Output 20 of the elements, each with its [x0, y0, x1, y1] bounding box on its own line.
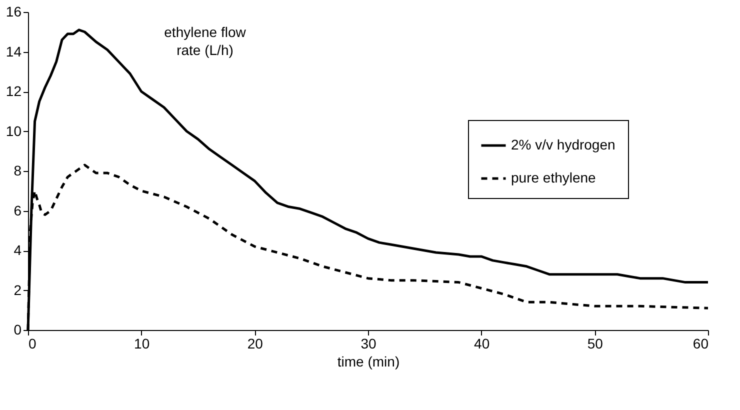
y-tick-label: 10	[6, 122, 22, 139]
y-tick-label: 2	[14, 282, 22, 298]
y-tick-label: 8	[14, 162, 22, 178]
legend-label: pure ethylene	[511, 170, 596, 186]
y-tick-label: 6	[14, 202, 22, 218]
x-tick-label: 60	[692, 336, 709, 352]
y-tick-label: 12	[6, 83, 22, 99]
x-tick-label: 0	[28, 336, 36, 352]
y-tick-label: 4	[14, 242, 22, 258]
x-tick-label: 30	[360, 336, 376, 352]
y-tick-label: 14	[6, 43, 22, 60]
x-tick-label: 50	[587, 336, 604, 352]
x-axis-title: time (min)	[337, 354, 400, 370]
x-tick-label: 40	[474, 336, 490, 352]
x-tick-label: 10	[134, 336, 150, 352]
legend-label: 2% v/v hydrogen	[511, 136, 616, 152]
y-tick-label: 16	[6, 4, 22, 20]
x-tick-label: 20	[247, 336, 264, 352]
y-tick-label: 0	[14, 322, 22, 338]
y-axis-title: ethylene flow rate (L/h)	[164, 24, 247, 58]
